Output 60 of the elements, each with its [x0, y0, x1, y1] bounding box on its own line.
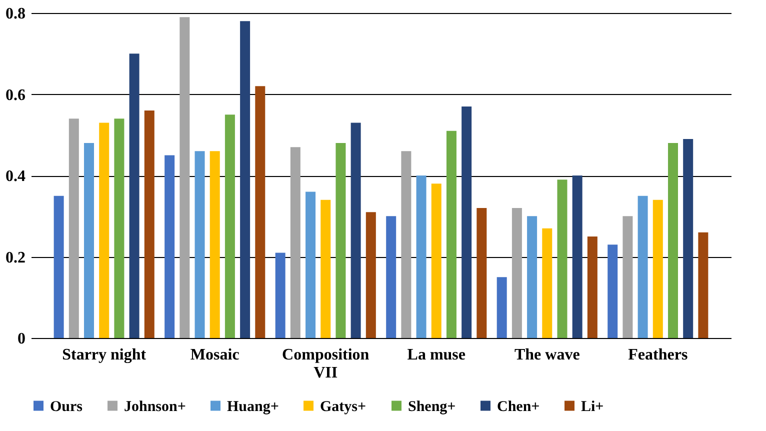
bar: [129, 54, 140, 338]
bar: [431, 184, 442, 338]
bar: [275, 252, 286, 338]
bar: [54, 196, 64, 338]
bar: [240, 21, 250, 338]
bar: [255, 86, 266, 338]
bar: [210, 151, 220, 338]
bar: [698, 232, 708, 338]
bar: [320, 200, 331, 338]
bar: [194, 151, 205, 338]
bar: [496, 277, 507, 338]
y-tick-label: 0.6: [6, 86, 26, 104]
bar: [638, 196, 648, 338]
bar: [587, 236, 598, 338]
bar: [668, 143, 678, 338]
legend-label: Gatys+: [320, 398, 366, 415]
bar: [683, 138, 694, 338]
bar: [542, 228, 552, 338]
x-tick-label: Mosaic: [190, 346, 240, 364]
bar: [476, 208, 487, 338]
bar: [557, 180, 568, 338]
x-tick-label: La muse: [407, 346, 466, 364]
y-tick-label: 0.2: [6, 249, 26, 266]
bar: [416, 176, 426, 338]
legend-label: Chen+: [497, 398, 540, 415]
bar: [527, 216, 538, 338]
legend-label: Li+: [581, 398, 604, 415]
bar: [462, 106, 472, 338]
legend-label: Huang+: [227, 398, 279, 415]
bar: [84, 143, 94, 338]
x-tick-label: Feathers: [628, 346, 688, 364]
bar: [99, 122, 110, 338]
y-tick-label: 0.8: [6, 6, 26, 22]
legend-label: Ours: [50, 398, 83, 415]
bar: [350, 122, 361, 338]
bar: [386, 216, 396, 338]
bar: [114, 118, 124, 338]
x-tick-label: Starry night: [62, 346, 147, 364]
bar: [180, 17, 190, 338]
x-tick-label: The wave: [514, 346, 580, 364]
bar: [68, 118, 79, 338]
bar: [366, 212, 376, 338]
legend-label: Sheng+: [408, 398, 456, 415]
bar: [164, 155, 175, 338]
bar: [446, 130, 456, 338]
legend-label: Johnson+: [124, 398, 186, 415]
bar: [306, 192, 316, 338]
bar: [512, 208, 522, 338]
bar: [290, 147, 300, 338]
bar: [608, 244, 618, 338]
bar: [401, 151, 412, 338]
bar: [622, 216, 633, 338]
y-tick-label: 0.4: [6, 168, 26, 185]
bar: [224, 114, 235, 338]
bar: [144, 110, 154, 338]
bar: [572, 176, 582, 338]
y-tick-label: 0: [18, 330, 26, 348]
bar: [652, 200, 663, 338]
x-tick-label: Composition VII: [282, 346, 370, 382]
bar: [336, 143, 346, 338]
